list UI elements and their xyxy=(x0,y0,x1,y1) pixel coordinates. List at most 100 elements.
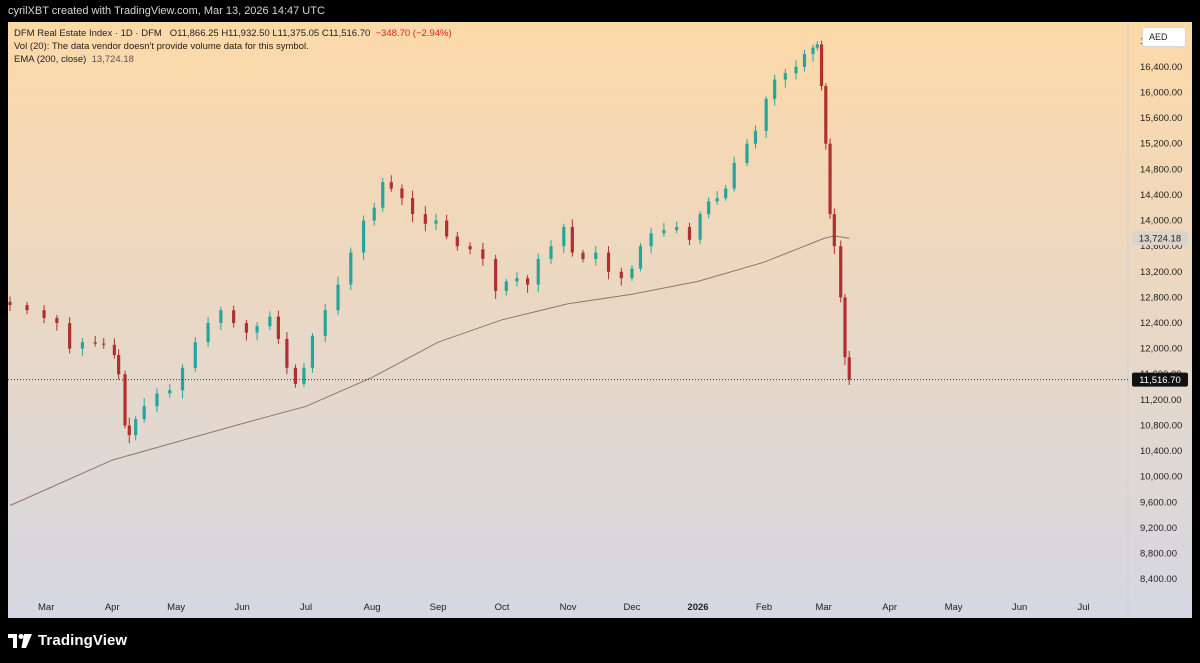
x-tick-label: Apr xyxy=(105,602,120,613)
candle-body xyxy=(323,310,327,336)
candle-body xyxy=(400,188,404,199)
candle-body xyxy=(349,252,353,285)
x-tick-label: May xyxy=(945,602,963,613)
candle-body xyxy=(134,419,138,436)
candle-body xyxy=(268,316,272,327)
candle-body xyxy=(219,310,223,324)
candle-body xyxy=(594,252,598,259)
y-tick-label: 13,600.00 xyxy=(1140,241,1182,252)
candle-body xyxy=(293,367,298,384)
candle-body xyxy=(494,258,498,291)
attribution-bar: cyrilXBT created with TradingView.com, M… xyxy=(0,0,1200,22)
y-tick-label: 10,400.00 xyxy=(1140,446,1182,457)
x-tick-label: Feb xyxy=(756,602,772,613)
candle-body xyxy=(549,246,553,259)
candle-body xyxy=(525,278,530,285)
y-tick-label: 10,000.00 xyxy=(1140,472,1182,483)
last-price-tag xyxy=(1132,372,1188,387)
candle-body xyxy=(232,310,236,324)
candle-body xyxy=(724,188,728,199)
candle-body xyxy=(8,301,12,306)
candle-body xyxy=(815,44,819,48)
candle-body xyxy=(764,98,768,131)
candle-body xyxy=(80,342,85,349)
symbol-label[interactable]: DFM Real Estate Index · 1D · DFM xyxy=(14,28,162,39)
x-tick-label: Sep xyxy=(430,602,447,613)
candle-body xyxy=(847,357,851,380)
candle-body xyxy=(794,66,798,74)
y-tick-label: 14,400.00 xyxy=(1140,190,1182,201)
candle-body xyxy=(468,246,472,250)
candle-body xyxy=(285,339,289,368)
x-tick-label: Apr xyxy=(882,602,897,613)
attribution-text: cyrilXBT created with TradingView.com, M… xyxy=(8,5,325,17)
candle-body xyxy=(707,201,711,215)
y-tick-label: 15,600.00 xyxy=(1140,113,1182,124)
time-axis: Mar Apr May Jun Jul Aug Sep Oct Nov Dec 2026 Feb Mar… xyxy=(38,602,1090,613)
x-tick-label: Oct xyxy=(495,602,510,613)
currency-button[interactable]: AED xyxy=(1142,27,1186,47)
candle-body xyxy=(536,258,540,285)
tradingview-logo[interactable]: TradingView xyxy=(8,632,127,649)
y-tick-label: 15,200.00 xyxy=(1140,139,1182,150)
candle-body xyxy=(504,281,508,291)
candle-body xyxy=(843,297,847,358)
x-tick-label: Jun xyxy=(235,602,250,613)
y-tick-label: 8,400.00 xyxy=(1140,574,1177,585)
x-tick-label: Nov xyxy=(560,602,577,613)
candle-body xyxy=(361,220,366,253)
candle-body xyxy=(811,47,815,55)
candle-body xyxy=(581,252,585,259)
price-labels-layer: 13,724.18 11,516.70 xyxy=(1132,231,1188,387)
last-price-label: 11,516.70 xyxy=(1139,375,1181,386)
candle-body xyxy=(410,198,415,215)
candle-body xyxy=(662,230,666,234)
y-tick-label: 10,800.00 xyxy=(1140,420,1182,431)
x-tick-label: May xyxy=(167,602,185,613)
candle-body xyxy=(68,323,72,349)
candle-body xyxy=(193,342,197,368)
candle-body xyxy=(381,182,385,208)
candle-body xyxy=(606,252,611,272)
candle-body xyxy=(715,198,719,202)
y-tick-label: 16,000.00 xyxy=(1140,87,1182,98)
candle-body xyxy=(112,344,116,356)
x-tick-label: Jul xyxy=(1077,602,1089,613)
x-tick-label: Jun xyxy=(1012,602,1027,613)
candle-body xyxy=(180,367,185,391)
candle-body xyxy=(481,249,485,259)
candle-body xyxy=(802,54,807,67)
y-tick-label: 9,600.00 xyxy=(1140,497,1177,508)
y-tick-label: 9,200.00 xyxy=(1140,523,1177,534)
chart-frame: 8,400.00 8,800.00 9,200.00 9,600.00 10,000.0… xyxy=(8,22,1192,618)
candle-body xyxy=(675,226,679,231)
candle-body xyxy=(93,342,97,344)
ema-label[interactable]: EMA (200, close) xyxy=(14,54,87,65)
candle-body xyxy=(434,220,438,224)
candle-body xyxy=(687,226,692,240)
candle-body xyxy=(649,233,653,247)
candle-body xyxy=(206,323,210,343)
candle-body xyxy=(155,393,159,407)
y-tick-label: 13,200.00 xyxy=(1140,267,1182,278)
price-chart[interactable]: 8,400.00 8,800.00 9,200.00 9,600.00 10,000.0… xyxy=(8,22,1192,618)
candle-body xyxy=(619,271,623,279)
candle-body xyxy=(25,305,29,311)
candle-layer xyxy=(8,40,851,444)
candle-body xyxy=(276,316,280,340)
candle-body xyxy=(753,130,758,144)
candle-body xyxy=(123,374,127,426)
candle-body xyxy=(244,323,249,333)
candle-body xyxy=(839,246,843,298)
price-change: −348.70 (−2.94%) xyxy=(375,28,452,39)
candle-body xyxy=(828,143,832,215)
candle-body xyxy=(389,182,393,189)
x-tick-label: Mar xyxy=(38,602,54,613)
candle-body xyxy=(824,86,828,144)
volume-note: Vol (20): The data vendor doesn't provid… xyxy=(14,41,309,52)
candle-body xyxy=(638,246,643,269)
ema-price-label: 13,724.18 xyxy=(1139,234,1181,245)
candle-body xyxy=(302,367,306,384)
tradingview-logo-icon xyxy=(8,633,32,648)
candle-body xyxy=(372,207,376,221)
